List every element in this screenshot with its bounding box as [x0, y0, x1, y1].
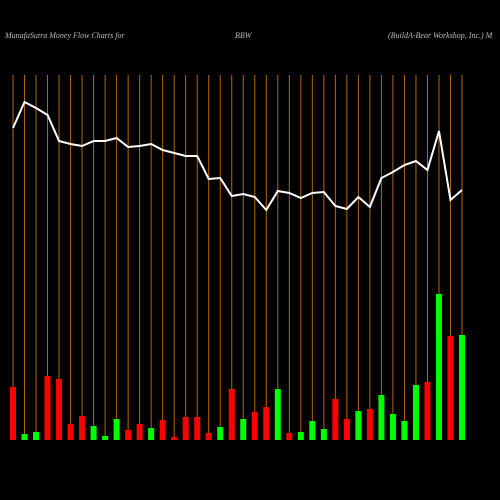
bar	[125, 430, 132, 440]
bar	[67, 424, 74, 440]
bar	[309, 421, 316, 440]
bar	[412, 385, 419, 440]
bar	[194, 417, 201, 440]
chart-title: MunafaSutra Money Flow Charts for	[4, 31, 125, 40]
bar	[332, 399, 339, 440]
bar	[21, 434, 28, 440]
bar	[424, 382, 431, 440]
bar	[90, 426, 97, 440]
bar	[378, 395, 385, 440]
bar	[320, 429, 327, 440]
bar	[228, 389, 235, 440]
chart-symbol: BBW	[235, 31, 253, 40]
bar	[136, 424, 143, 440]
bar	[205, 433, 212, 440]
bar	[240, 419, 247, 440]
bar	[355, 411, 362, 440]
bar	[33, 432, 40, 440]
bar	[171, 437, 178, 440]
bar	[435, 294, 442, 440]
bar	[56, 379, 63, 440]
bar	[102, 436, 109, 440]
bar	[148, 428, 155, 440]
bar	[401, 421, 408, 440]
bar	[274, 389, 281, 440]
bar	[366, 409, 373, 440]
bar	[79, 416, 86, 440]
bar	[251, 412, 258, 440]
bar	[286, 433, 293, 440]
bar	[217, 427, 224, 440]
chart-company: (BuildA-Bear Workshop, Inc.) M	[388, 31, 494, 40]
money-flow-line	[12, 100, 463, 212]
bar	[297, 432, 304, 440]
bar	[389, 414, 396, 440]
bar	[459, 335, 465, 440]
bar	[343, 419, 350, 440]
bar	[10, 387, 16, 440]
bar	[182, 417, 189, 440]
bar	[44, 376, 51, 440]
bar	[263, 407, 270, 440]
bar	[447, 336, 454, 440]
bar	[159, 420, 166, 440]
bar	[113, 419, 120, 440]
